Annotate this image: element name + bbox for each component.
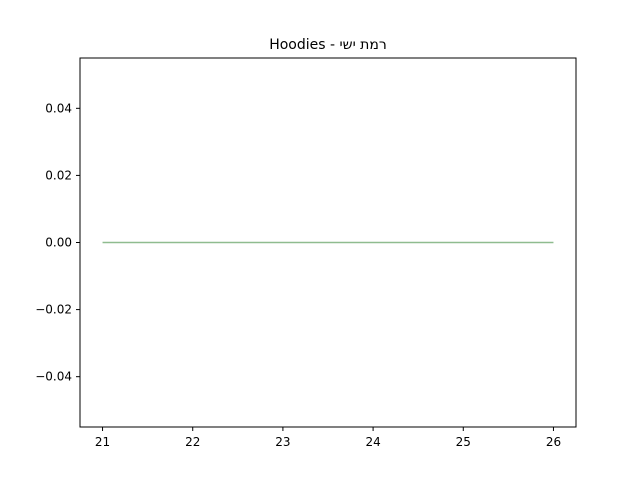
y-tick-label: −0.02 xyxy=(35,303,72,317)
x-tick-label: 21 xyxy=(95,435,110,449)
x-tick-label: 23 xyxy=(275,435,290,449)
y-tick-label: −0.04 xyxy=(35,370,72,384)
x-tick-label: 26 xyxy=(546,435,561,449)
y-tick-label: 0.04 xyxy=(45,101,72,115)
chart-title: Hoodies - רמת ישי xyxy=(269,37,387,53)
x-tick-label: 22 xyxy=(185,435,200,449)
y-tick-label: 0.00 xyxy=(45,236,72,250)
axes: 21 22 23 24 25 26 −0.04 −0.02 0.00 0.02 0.04 xyxy=(35,57,577,449)
x-tick-label: 25 xyxy=(456,435,471,449)
x-tick-label: 24 xyxy=(365,435,380,449)
y-tick-label: 0.02 xyxy=(45,168,72,182)
